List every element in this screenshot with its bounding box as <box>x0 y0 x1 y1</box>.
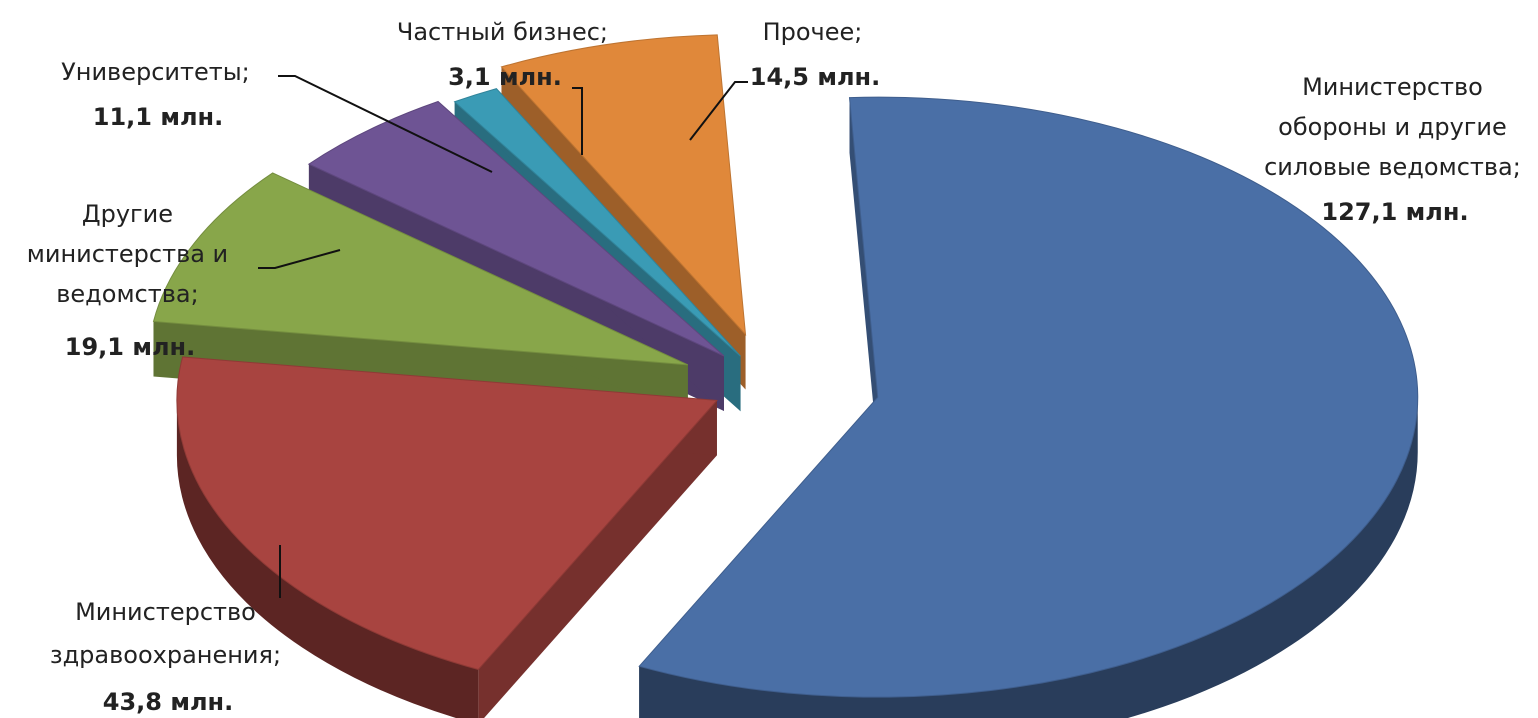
slice-other-ministries-top <box>152 172 689 366</box>
label-defense-line-1: Министерство <box>1302 73 1483 101</box>
slice-defense-top <box>638 96 1419 698</box>
label-other-ministries-line-3: ведомства; <box>56 280 198 308</box>
label-private-business: Частный бизнес; 3,1 млн. <box>397 18 613 91</box>
label-health-line-2: здравоохранения; <box>50 641 281 669</box>
value-private-business: 3,1 млн. <box>448 63 562 91</box>
slice-health-wall-0 <box>478 400 717 718</box>
slice-health-top <box>176 356 718 671</box>
slice-universities-top <box>307 100 725 357</box>
slice-defense <box>638 96 1419 718</box>
data-labels: Министерство обороны и другие силовые ве… <box>27 18 1526 716</box>
label-defense-line-2: обороны и другие <box>1278 113 1507 141</box>
value-universities: 11,1 млн. <box>93 103 223 131</box>
slice-defense-side-0 <box>639 397 1418 718</box>
label-other-line-1: Прочее; <box>763 18 863 46</box>
label-other-ministries-line-1: Другие <box>82 200 173 228</box>
label-defense-line-3: силовые ведомства; <box>1264 153 1521 181</box>
label-universities-line-1: Университеты; <box>61 58 250 86</box>
leader-line-private-business <box>572 87 583 155</box>
label-other-ministries-line-2: министерства и <box>27 240 228 268</box>
label-universities: Университеты; 11,1 млн. <box>61 58 255 131</box>
value-other-ministries: 19,1 млн. <box>65 333 195 361</box>
value-health: 43,8 млн. <box>103 688 233 716</box>
slice-private-business-top <box>453 88 741 357</box>
label-other: Прочее; 14,5 млн. <box>750 18 880 91</box>
leader-line-other-ministries <box>258 249 341 269</box>
label-defense: Министерство обороны и другие силовые ве… <box>1264 73 1526 226</box>
slice-other-top <box>500 34 747 336</box>
slice-health <box>176 356 718 718</box>
slice-health-side-0 <box>176 400 479 718</box>
leader-line-universities <box>278 75 493 173</box>
label-health-line-1: Министерство <box>75 598 256 626</box>
leader-line-other <box>689 81 748 141</box>
slice-defense-wall-0 <box>849 97 878 453</box>
label-health: Министерство здравоохранения; 43,8 млн. <box>50 598 286 716</box>
pie-slices <box>152 34 1419 718</box>
label-other-ministries: Другие министерства и ведомства; 19,1 мл… <box>27 200 234 361</box>
leader-lines <box>258 75 748 598</box>
label-private-business-line-1: Частный бизнес; <box>397 18 608 46</box>
value-defense: 127,1 млн. <box>1321 198 1468 226</box>
value-other: 14,5 млн. <box>750 63 880 91</box>
